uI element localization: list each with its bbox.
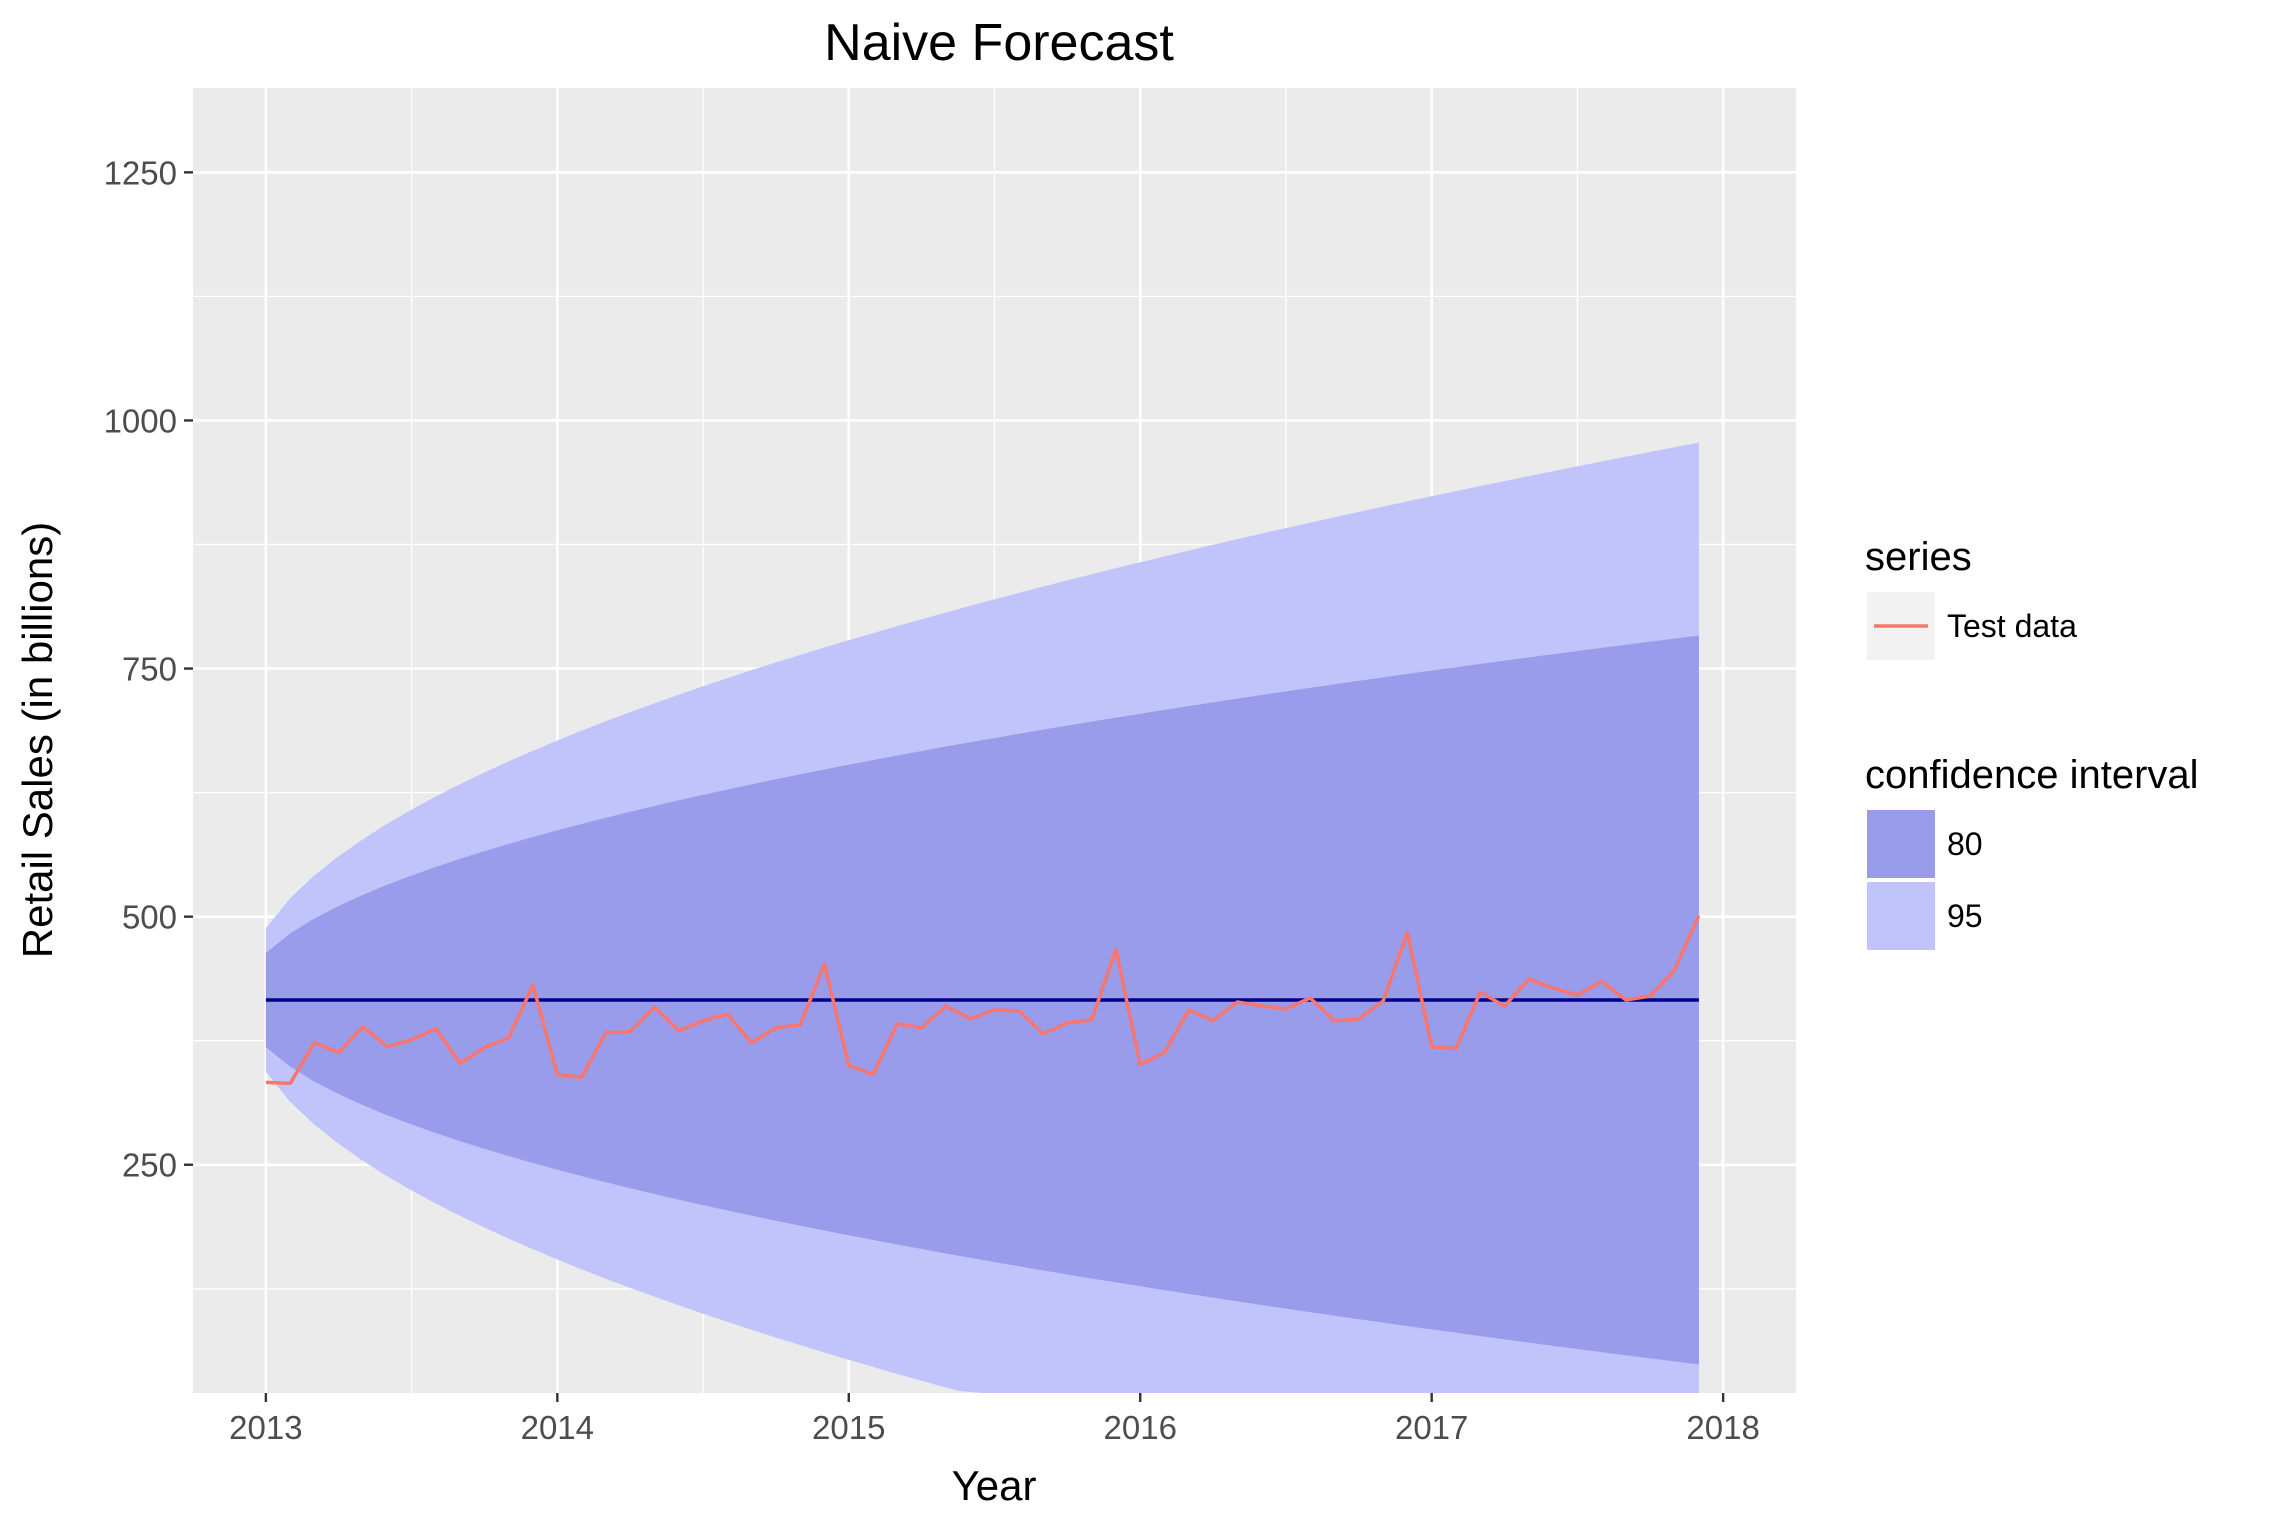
y-tick-label: 750 bbox=[122, 651, 177, 688]
series-line-test-data bbox=[265, 914, 1701, 1086]
y-tick-label: 1000 bbox=[104, 402, 177, 439]
chart-title: Naive Forecast bbox=[824, 14, 1174, 72]
legend-label-test-data: Test data bbox=[1947, 608, 2077, 644]
x-tick-label: 2018 bbox=[1686, 1409, 1759, 1446]
y-axis-title: Retail Sales (in billions) bbox=[14, 522, 61, 959]
y-axis: 250 500 750 1000 1250 bbox=[104, 154, 193, 1184]
x-tick-label: 2015 bbox=[812, 1409, 885, 1446]
x-tick-label: 2017 bbox=[1395, 1409, 1468, 1446]
x-axis: 2013 2014 2015 2016 2017 2018 bbox=[229, 1393, 1760, 1446]
x-tick-label: 2014 bbox=[521, 1409, 594, 1446]
y-tick-label: 500 bbox=[122, 899, 177, 936]
legend: series Test data confidence interval 80 … bbox=[1865, 535, 2199, 950]
legend-label-80: 80 bbox=[1947, 826, 1983, 862]
x-tick-label: 2016 bbox=[1104, 1409, 1177, 1446]
legend-series-title: series bbox=[1865, 535, 1972, 579]
y-tick-label: 250 bbox=[122, 1147, 177, 1184]
legend-key-80 bbox=[1867, 810, 1935, 878]
legend-ci-title: confidence interval bbox=[1865, 753, 2199, 797]
series-layer bbox=[265, 914, 1701, 1086]
y-tick-label: 1250 bbox=[104, 154, 177, 191]
x-tick-label: 2013 bbox=[229, 1409, 302, 1446]
legend-key-95 bbox=[1867, 882, 1935, 950]
legend-label-95: 95 bbox=[1947, 898, 1983, 934]
x-axis-title: Year bbox=[952, 1462, 1037, 1509]
